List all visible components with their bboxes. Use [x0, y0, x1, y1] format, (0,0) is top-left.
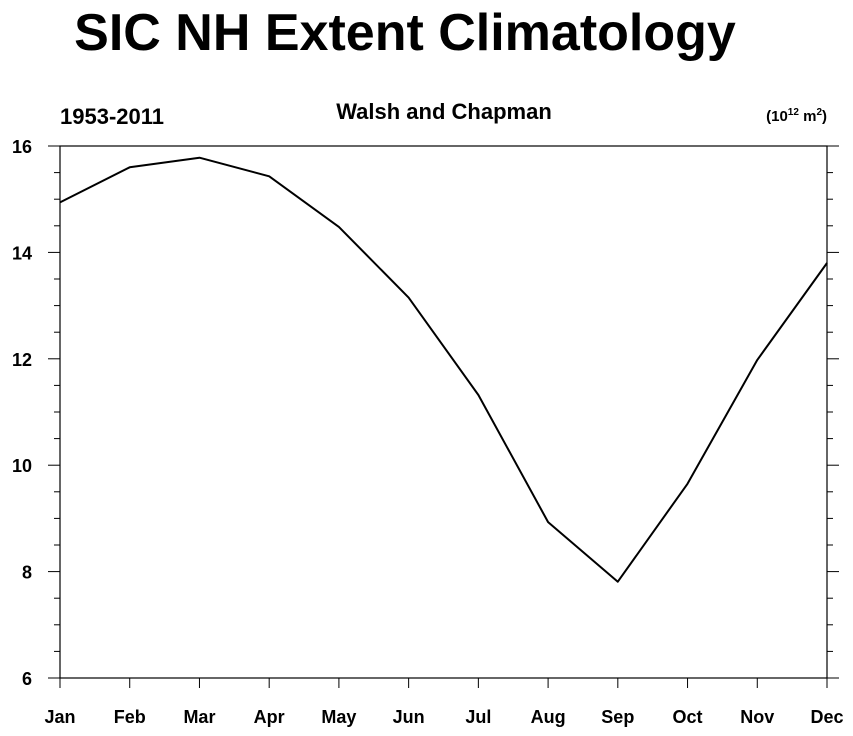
units-label: (1012 m2) — [766, 107, 827, 125]
units-exponent: 12 — [788, 107, 800, 118]
x-tick-label: Aug — [531, 707, 566, 727]
units-suffix: ) — [822, 108, 827, 125]
x-tick-label: May — [321, 707, 356, 727]
center-subtitle: Walsh and Chapman — [336, 99, 552, 124]
x-tick-label: Jan — [44, 707, 75, 727]
x-tick-label: Jul — [465, 707, 491, 727]
x-tick-label: Dec — [810, 707, 843, 727]
axis-ticks — [48, 145, 839, 688]
x-tick-label: Jun — [393, 707, 425, 727]
units-exponent-2: 2 — [816, 107, 822, 118]
x-tick-label: Nov — [740, 707, 774, 727]
y-tick-label: 8 — [22, 563, 32, 583]
x-tick-label: Mar — [183, 707, 215, 727]
x-tick-label: Sep — [601, 707, 634, 727]
series-line — [59, 156, 828, 583]
y-tick-label: 16 — [12, 137, 32, 157]
x-tick-label: Oct — [673, 707, 703, 727]
y-tick-label: 12 — [12, 350, 32, 370]
x-tick-label: Apr — [254, 707, 285, 727]
chart-title: SIC NH Extent Climatology — [74, 4, 736, 62]
axis-tick-labels: Jan Feb Mar Apr May Jun Jul Aug Sep Oct Nov Dec 6 8 10… — [12, 137, 844, 727]
y-tick-label: 14 — [12, 243, 32, 263]
y-tick-label: 10 — [12, 456, 32, 476]
x-tick-label: Feb — [114, 707, 146, 727]
y-tick-label: 6 — [22, 669, 32, 689]
left-subtitle: 1953-2011 — [60, 104, 164, 129]
units-prefix: (10 — [766, 108, 788, 125]
units-unit: m — [799, 108, 817, 125]
plot-frame — [59, 145, 828, 679]
